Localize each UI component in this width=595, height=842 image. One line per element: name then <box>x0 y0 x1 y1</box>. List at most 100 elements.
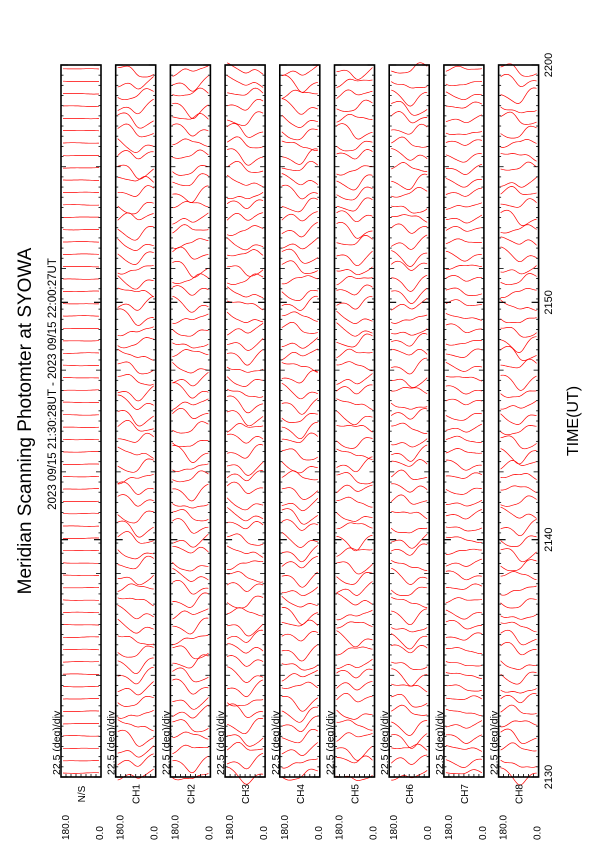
scan-trace <box>172 744 209 755</box>
scan-trace <box>445 448 482 454</box>
scan-trace <box>63 648 100 651</box>
scan-trace <box>281 556 318 569</box>
y-tick-label: 0.0 <box>369 826 380 840</box>
channel-panel: 180.0 0.0 CH5 22.5 (deg)/div <box>325 64 380 840</box>
scan-trace <box>445 661 482 667</box>
scan-trace <box>117 657 154 675</box>
scan-trace <box>336 174 373 191</box>
scan-trace <box>336 348 373 359</box>
scan-trace <box>336 609 373 621</box>
scan-trace <box>226 300 264 311</box>
scan-trace <box>500 374 537 391</box>
scan-trace <box>336 89 373 99</box>
scan-trace <box>172 608 209 620</box>
scan-trace <box>227 734 264 747</box>
scan-trace <box>391 483 428 493</box>
scan-trace <box>172 273 209 284</box>
scan-trace <box>500 176 537 188</box>
scan-trace <box>281 184 318 200</box>
scan-trace <box>336 284 373 296</box>
scan-trace <box>226 286 264 299</box>
scan-trace <box>281 74 318 93</box>
scan-trace <box>63 525 99 527</box>
scan-trace <box>172 755 209 774</box>
scan-trace <box>63 290 100 293</box>
scan-trace <box>336 113 373 123</box>
scan-trace <box>227 521 264 530</box>
scan-trace <box>336 745 373 761</box>
scan-trace <box>117 164 154 180</box>
scan-trace <box>172 295 209 313</box>
scan-trace <box>117 597 154 607</box>
scan-trace <box>117 251 154 265</box>
scan-trace <box>336 78 373 88</box>
scan-trace <box>391 683 428 693</box>
scan-trace <box>172 398 209 410</box>
scan-trace <box>336 755 373 764</box>
scan-trace <box>62 451 100 453</box>
scan-trace <box>172 533 209 548</box>
scan-trace <box>226 148 264 166</box>
channel-label: CH2 <box>186 784 197 804</box>
scan-trace <box>226 497 264 511</box>
scan-trace <box>445 632 483 641</box>
scan-trace <box>63 414 99 416</box>
scan-trace <box>500 460 537 470</box>
scan-trace <box>227 623 264 637</box>
scan-trace <box>226 174 264 188</box>
scan-trace <box>391 81 428 89</box>
scan-trace <box>117 719 154 732</box>
scan-trace <box>281 382 318 400</box>
scan-trace <box>500 742 537 752</box>
scan-trace <box>226 123 264 138</box>
scan-trace <box>63 438 100 441</box>
scale-label: 22.5 (deg)/div <box>51 710 63 775</box>
channel-label: N/S <box>77 785 88 802</box>
scan-trace <box>391 162 428 172</box>
y-tick-label: 180.0 <box>280 815 291 840</box>
scan-trace <box>336 719 373 731</box>
scan-trace <box>445 101 483 109</box>
scan-trace <box>62 723 99 725</box>
scan-trace <box>117 337 154 349</box>
scan-trace <box>226 423 264 433</box>
x-tick-label: 2130 <box>543 765 555 789</box>
scan-trace <box>391 408 428 420</box>
scan-trace <box>281 595 318 608</box>
scan-trace <box>117 98 154 115</box>
scan-trace <box>172 421 209 434</box>
scan-trace <box>117 410 154 427</box>
scan-trace <box>500 571 537 581</box>
scan-trace <box>62 315 100 317</box>
scan-trace <box>391 608 428 626</box>
scan-trace <box>63 698 99 700</box>
y-tick-label: 0.0 <box>423 826 434 840</box>
scan-trace <box>281 211 318 222</box>
scan-trace <box>336 266 373 276</box>
scan-trace <box>391 627 428 633</box>
scan-trace <box>281 275 318 285</box>
scan-trace <box>281 370 318 384</box>
scan-trace <box>172 224 209 234</box>
scan-trace <box>500 728 537 745</box>
scan-trace <box>445 348 482 358</box>
scan-trace <box>445 583 483 590</box>
scan-trace <box>336 221 373 239</box>
scan-trace <box>336 561 373 575</box>
scan-trace <box>63 685 99 688</box>
scan-trace <box>391 559 428 571</box>
scan-trace <box>281 160 319 172</box>
scan-trace <box>281 295 318 311</box>
scan-trace <box>445 313 482 321</box>
scan-trace <box>172 65 209 77</box>
scan-trace <box>117 555 154 570</box>
scan-trace <box>63 179 99 181</box>
scan-trace <box>63 661 99 663</box>
scan-trace <box>226 655 264 667</box>
channel-label: CH7 <box>460 784 471 804</box>
scan-trace <box>336 140 373 152</box>
scan-trace <box>445 287 483 296</box>
scan-trace <box>390 402 428 410</box>
scan-trace <box>445 423 483 433</box>
scan-trace <box>117 420 154 432</box>
